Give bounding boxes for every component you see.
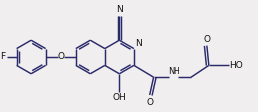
Text: N: N xyxy=(168,67,175,76)
Text: N: N xyxy=(116,5,123,14)
Text: HO: HO xyxy=(230,61,243,70)
Text: OH: OH xyxy=(112,94,126,102)
Text: F: F xyxy=(0,53,5,61)
Text: O: O xyxy=(203,35,210,44)
Text: H: H xyxy=(173,67,179,76)
Text: O: O xyxy=(57,53,64,61)
Text: N: N xyxy=(135,39,142,48)
Text: O: O xyxy=(146,98,153,107)
